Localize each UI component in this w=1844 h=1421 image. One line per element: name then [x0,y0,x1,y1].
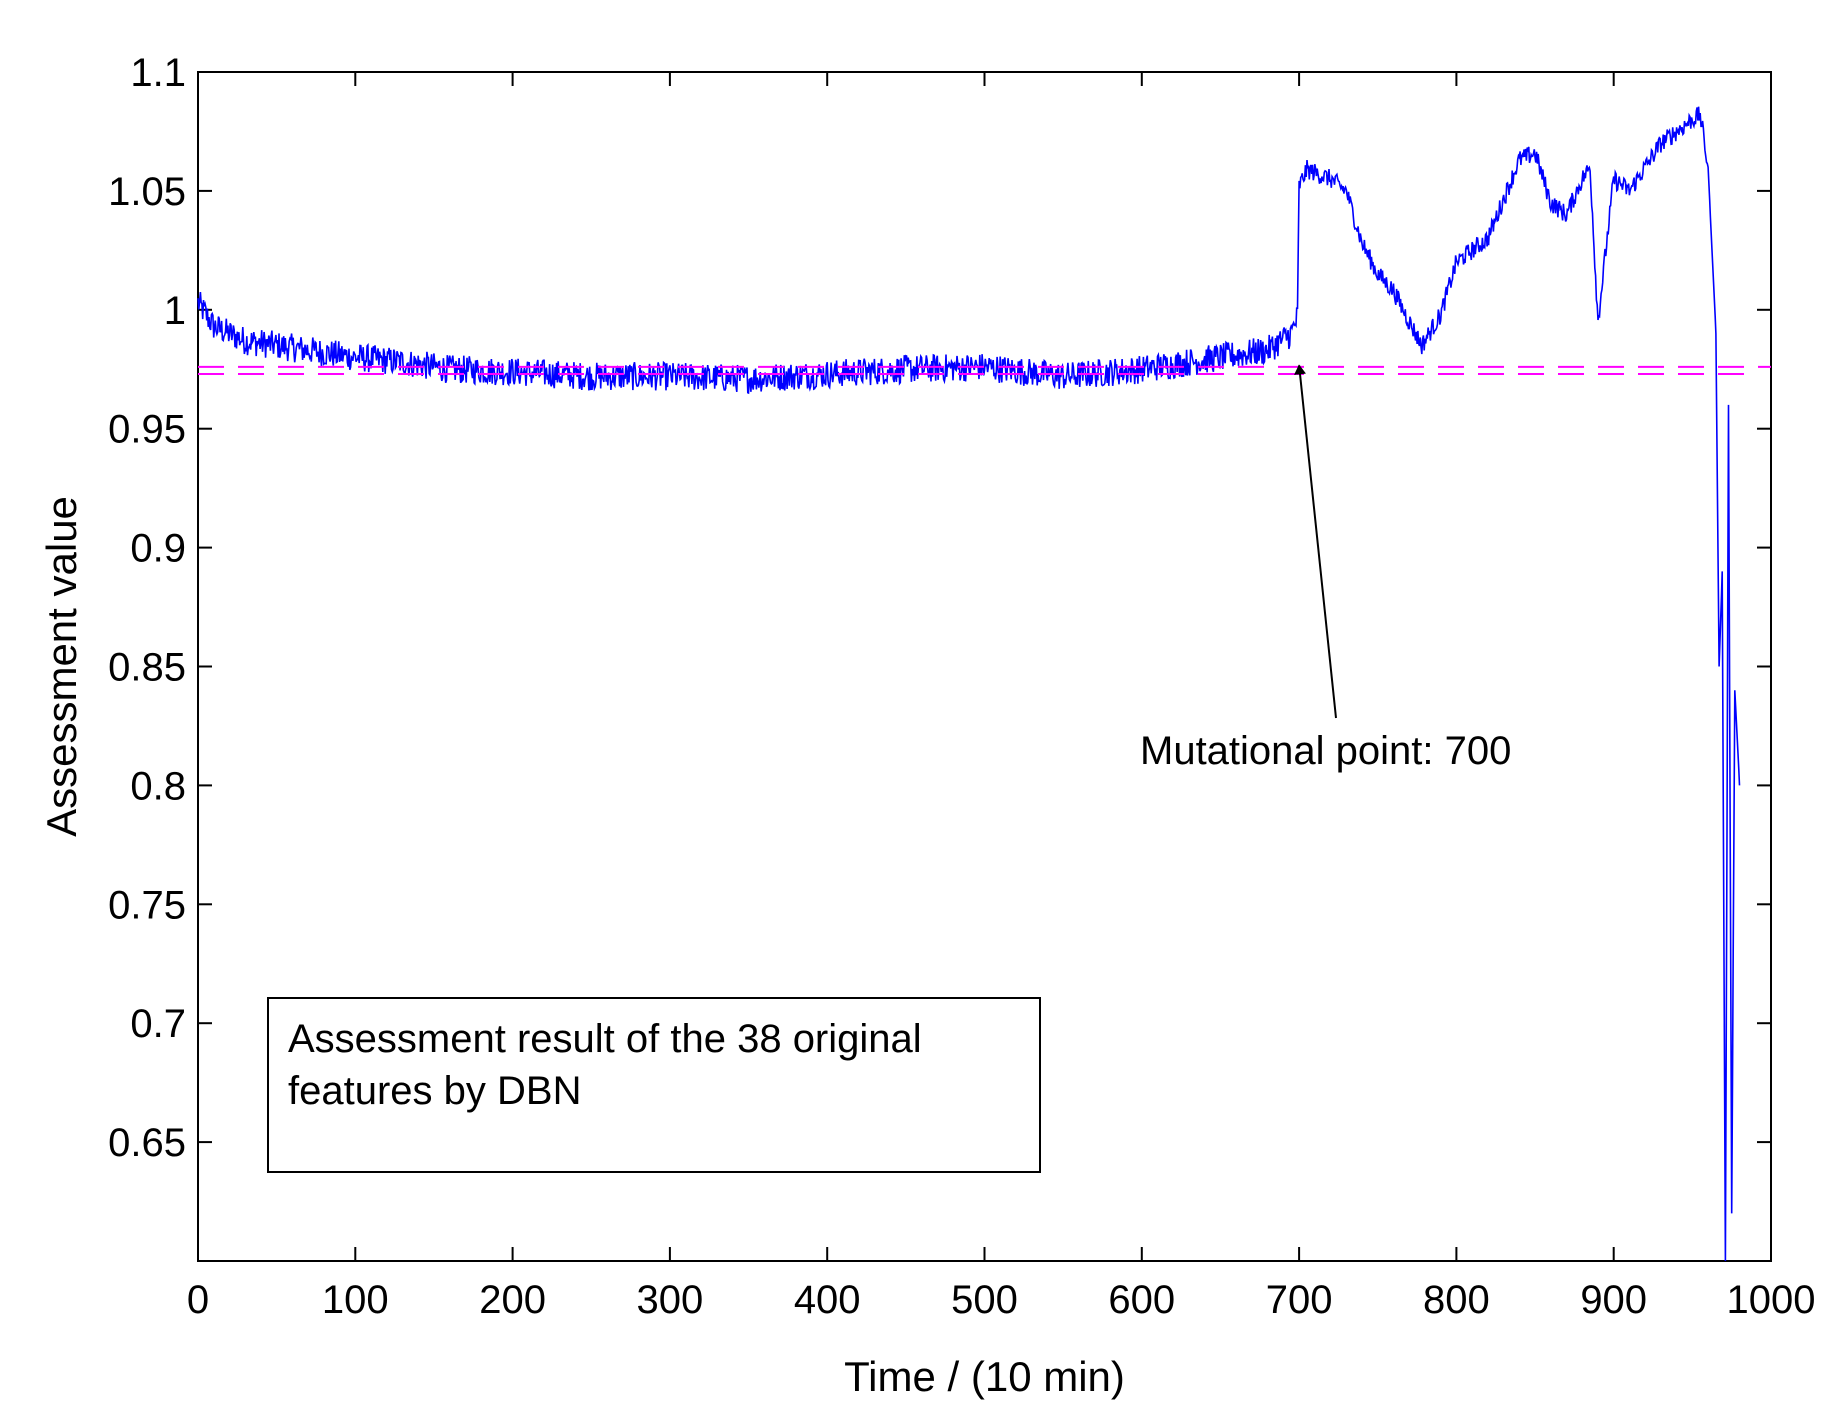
x-tick-label: 1000 [1727,1278,1816,1322]
y-tick-label: 0.75 [108,883,186,927]
y-tick-label: 1.05 [108,170,186,214]
y-tick-label: 0.8 [130,764,186,808]
x-tick-label: 300 [637,1278,704,1322]
x-tick-label: 900 [1580,1278,1647,1322]
x-tick-label: 200 [479,1278,546,1322]
text-box-frame [267,997,1041,1173]
x-tick-label: 500 [951,1278,1018,1322]
annotation-text: Mutational point: 700 [1140,729,1511,773]
y-axis-label: Assessment value [38,496,85,837]
y-tick-label: 0.95 [108,408,186,452]
x-tick-label: 0 [187,1278,209,1322]
x-tick-label: 100 [322,1278,389,1322]
y-tick-label: 0.7 [130,1002,186,1046]
text-box-line: Assessment result of the 38 original [288,1017,922,1061]
x-tick-label: 400 [794,1278,861,1322]
x-tick-label: 800 [1423,1278,1490,1322]
axis-ticks: 0 100 200 300 400 500 600 700 800 900 1000 0.65 0.7 0… [108,51,1815,1322]
y-tick-label: 1 [164,289,186,333]
text-box-line: features by DBN [288,1069,581,1113]
x-axis-label: Time / (10 min) [844,1353,1125,1400]
annotation-group: Mutational point: 700 [1140,364,1511,773]
y-tick-label: 0.85 [108,646,186,690]
y-tick-label: 0.65 [108,1121,186,1165]
y-tick-label: 0.9 [130,527,186,571]
series-layer [197,106,1771,1262]
text-box: Assessment result of the 38 original fea… [267,997,1041,1173]
x-tick-label: 700 [1266,1278,1333,1322]
y-tick-label: 1.1 [130,51,186,95]
x-tick-label: 600 [1108,1278,1175,1322]
annotation-arrow [1294,364,1337,719]
